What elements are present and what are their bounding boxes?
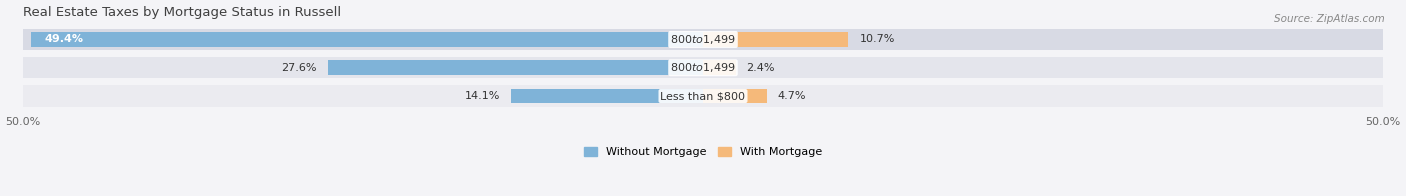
Bar xyxy=(31,32,703,47)
Text: 10.7%: 10.7% xyxy=(859,34,894,44)
Text: 49.4%: 49.4% xyxy=(45,34,84,44)
Text: $800 to $1,499: $800 to $1,499 xyxy=(671,61,735,74)
Text: Real Estate Taxes by Mortgage Status in Russell: Real Estate Taxes by Mortgage Status in … xyxy=(22,5,342,19)
Text: 2.4%: 2.4% xyxy=(747,63,775,73)
Bar xyxy=(22,29,1384,50)
Bar xyxy=(22,85,1384,107)
Text: 14.1%: 14.1% xyxy=(465,91,501,101)
Bar xyxy=(703,89,766,103)
Bar xyxy=(22,57,1384,78)
Text: 4.7%: 4.7% xyxy=(778,91,806,101)
Bar xyxy=(328,60,703,75)
Text: Less than $800: Less than $800 xyxy=(661,91,745,101)
Bar xyxy=(703,32,848,47)
Text: 27.6%: 27.6% xyxy=(281,63,316,73)
Text: Source: ZipAtlas.com: Source: ZipAtlas.com xyxy=(1274,14,1385,24)
Legend: Without Mortgage, With Mortgage: Without Mortgage, With Mortgage xyxy=(583,147,823,157)
Bar xyxy=(703,60,735,75)
Text: $800 to $1,499: $800 to $1,499 xyxy=(671,33,735,46)
Bar xyxy=(512,89,703,103)
